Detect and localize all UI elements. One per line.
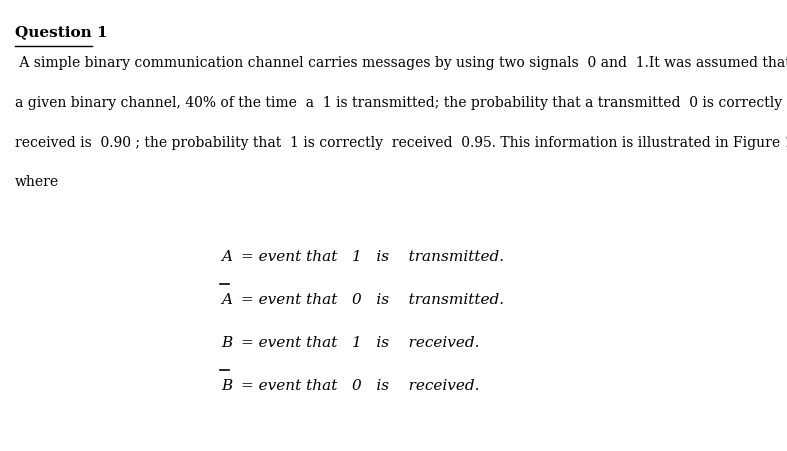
Text: = event that   1   is    transmitted.: = event that 1 is transmitted. — [242, 250, 504, 264]
Text: A: A — [221, 293, 232, 307]
Text: B: B — [221, 379, 232, 393]
Text: a given binary channel, 40% of the time  a  1 is transmitted; the probability th: a given binary channel, 40% of the time … — [14, 96, 781, 110]
Text: = event that   0   is    transmitted.: = event that 0 is transmitted. — [242, 293, 504, 307]
Text: A simple binary communication channel carries messages by using two signals  0 a: A simple binary communication channel ca… — [14, 56, 787, 70]
Text: where: where — [14, 175, 59, 189]
Text: Question 1: Question 1 — [14, 25, 107, 39]
Text: received is  0.90 ; the probability that  1 is correctly  received  0.95. This i: received is 0.90 ; the probability that … — [14, 136, 787, 150]
Text: = event that   1   is    received.: = event that 1 is received. — [242, 336, 480, 350]
Text: A: A — [221, 250, 232, 264]
Text: = event that   0   is    received.: = event that 0 is received. — [242, 379, 480, 393]
Text: B: B — [221, 336, 232, 350]
